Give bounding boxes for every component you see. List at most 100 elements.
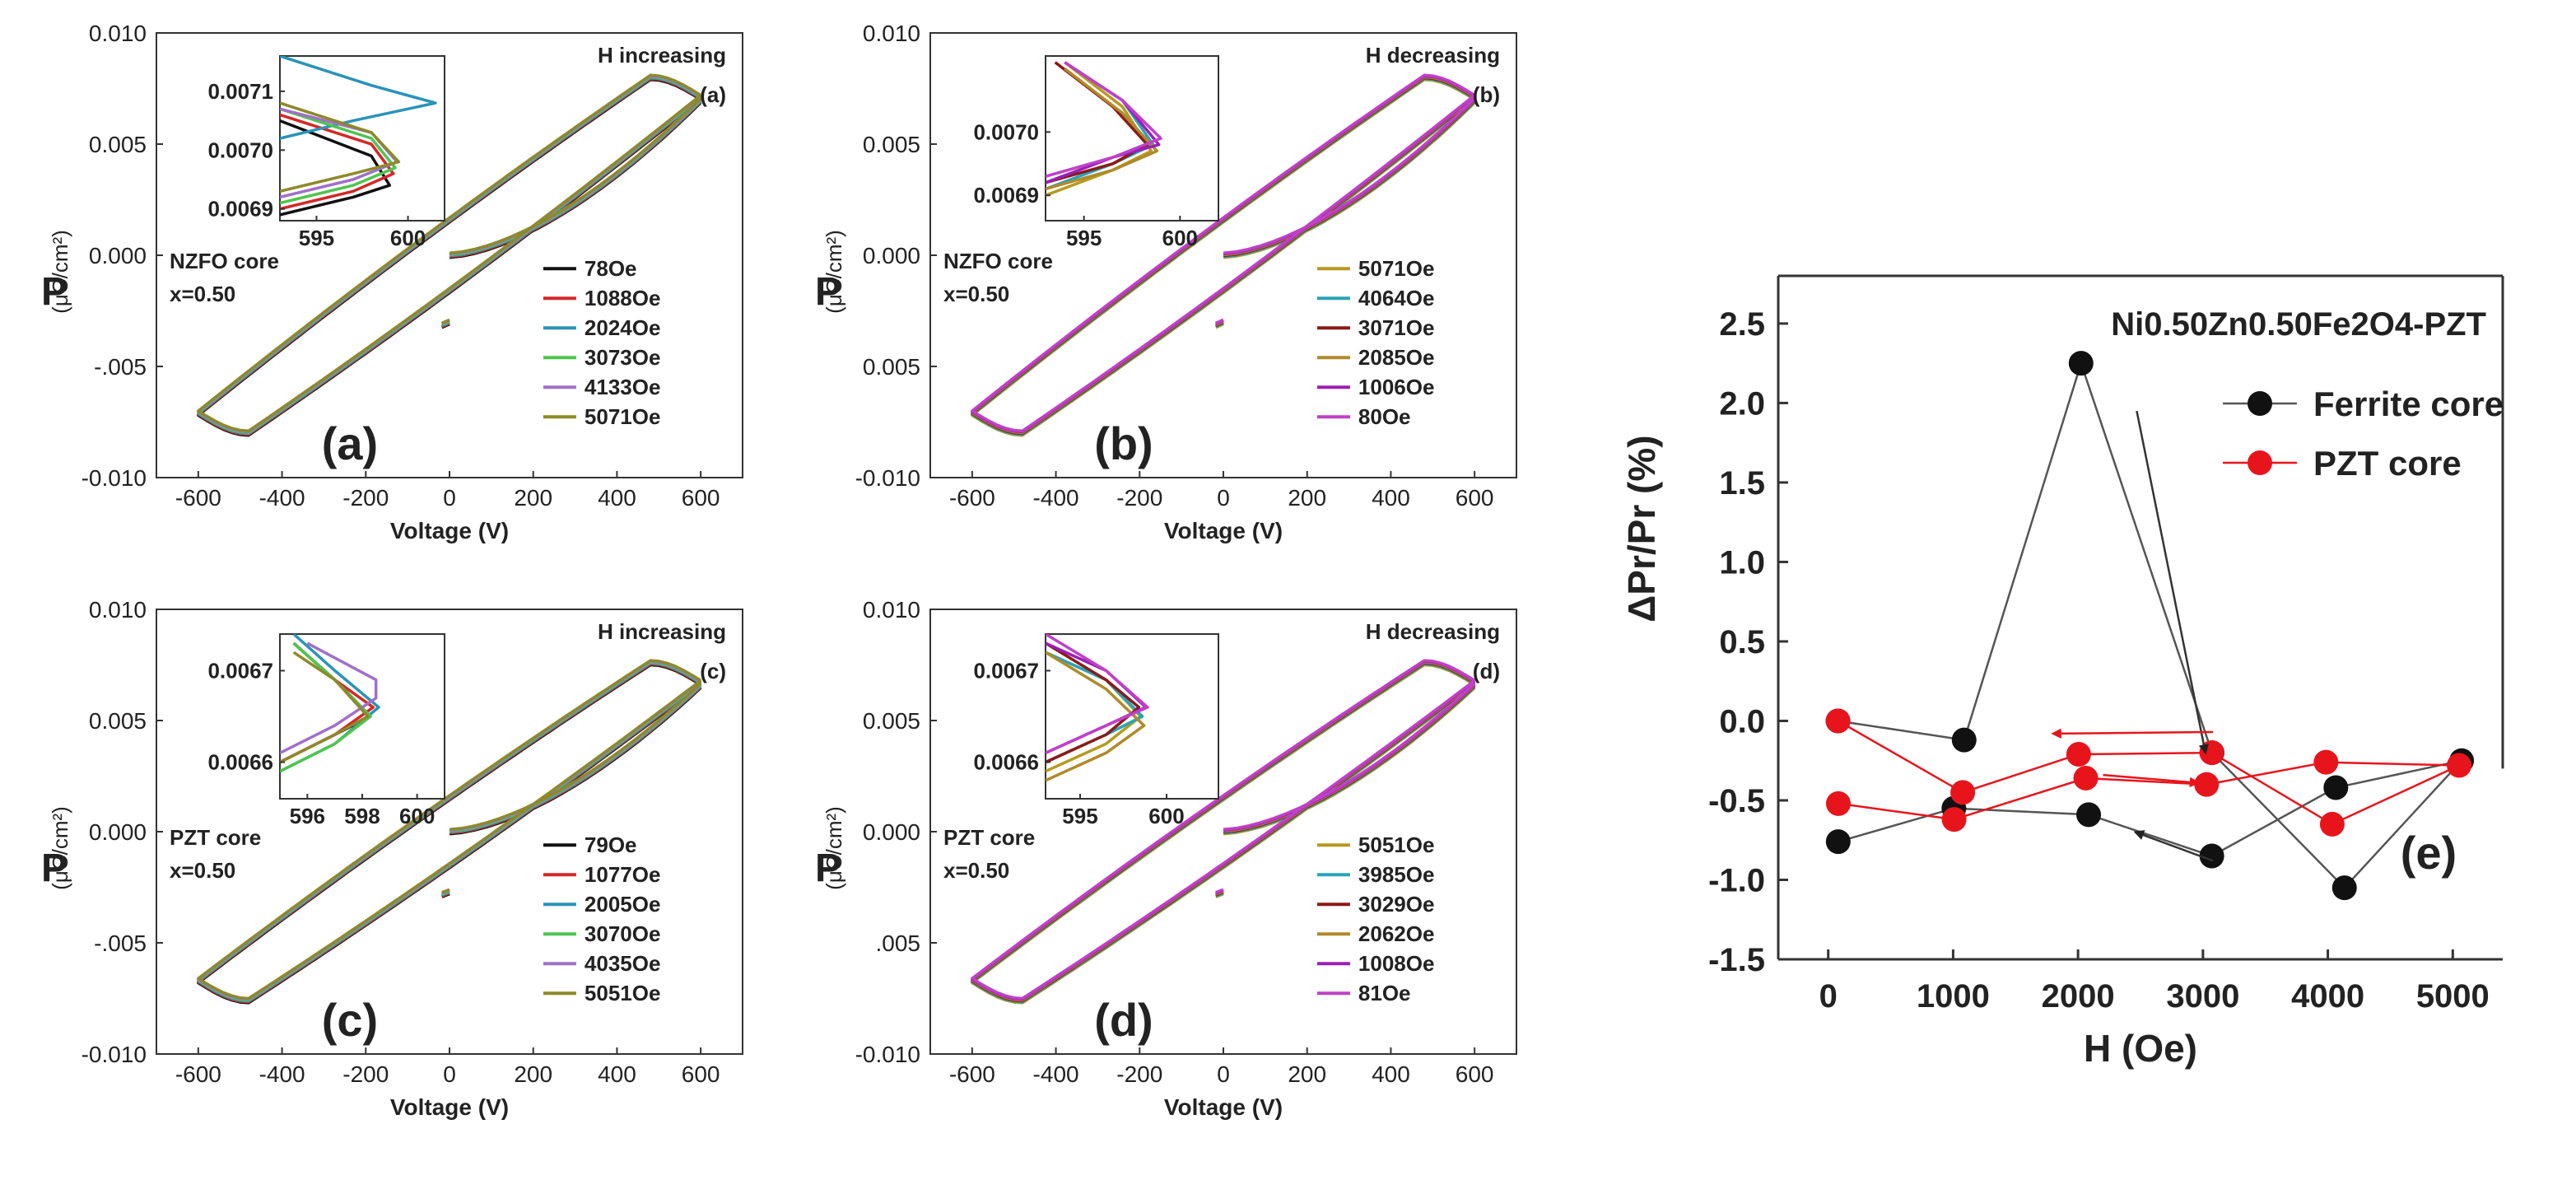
y-tick-label: 0.005 — [863, 708, 920, 734]
data-point-pzt-core — [2073, 765, 2099, 791]
direction-annotation: H increasing — [598, 619, 726, 644]
inset-curve — [280, 101, 401, 194]
x-axis-label: Voltage (V) — [390, 518, 509, 543]
y-tick-label: 0.005 — [863, 132, 920, 157]
data-point-pzt-core — [1950, 780, 1976, 805]
inset-curves — [280, 56, 437, 217]
y-tick-label: -0.010 — [82, 1042, 147, 1067]
inset-x-tick-label: 600 — [390, 226, 426, 250]
inset-curve — [280, 641, 378, 754]
y-tick-label: -.005 — [94, 354, 147, 380]
x-tick-label: 400 — [598, 1061, 636, 1087]
legend-label: 5051Oe — [585, 981, 661, 1005]
panel-a: -600 -400 -200 0 200 400 600 -0.010 -.005 0.000 0.… — [41, 21, 743, 543]
data-point-ferrite-core — [2331, 875, 2357, 901]
x-axis-label: Voltage (V) — [1164, 518, 1283, 543]
core-label: PZT core — [170, 825, 261, 850]
legend-label: 5051Oe — [1358, 833, 1435, 857]
legend-label: 5071Oe — [585, 404, 661, 429]
inset-x-tick-label: 598 — [344, 804, 380, 828]
panel-b: -600 -400 -200 0 200 400 600 -0.010 0.005 0.000 0.… — [815, 21, 1517, 543]
data-point-pzt-core — [2066, 742, 2091, 767]
composition-label: x=0.50 — [943, 282, 1009, 306]
x-tick-label: 0 — [1217, 485, 1230, 511]
inset-curve — [280, 119, 392, 217]
x-tick-label: 0 — [443, 485, 456, 511]
x-tick-label: 600 — [682, 1061, 720, 1087]
legend-label: 1088Oe — [585, 286, 661, 310]
x-tick-label: -200 — [342, 1061, 389, 1087]
data-point-ferrite-core — [2199, 843, 2224, 869]
x-tick-label: -400 — [259, 1061, 305, 1087]
x-tick-label: 400 — [1372, 485, 1410, 511]
inset-x-tick-label: 600 — [399, 804, 435, 828]
x-tick-label: 600 — [1456, 485, 1494, 511]
legend-label: 78Oe — [585, 256, 637, 281]
x-tick-label: 600 — [1456, 1061, 1494, 1087]
x-tick-label: -200 — [342, 485, 389, 511]
y-tick-label: 0.0 — [1719, 703, 1765, 739]
composition-label: x=0.50 — [943, 858, 1009, 883]
y-axis-label: P — [815, 847, 841, 890]
legend-label: 3071Oe — [1358, 315, 1435, 340]
inset-plot: 595 600 0.0069 0.0070 — [973, 55, 1219, 250]
direction-arrow — [2103, 773, 2201, 788]
x-tick-label: 400 — [1372, 1061, 1410, 1087]
inset-x-tick-label: 595 — [1066, 226, 1102, 250]
x-tick-label: 0 — [1819, 978, 1838, 1014]
y-tick-label: -1.5 — [1708, 942, 1765, 978]
legend-label: 3985Oe — [1358, 862, 1435, 887]
data-point-ferrite-core — [2068, 351, 2094, 376]
series-line-80Oe — [971, 73, 1476, 433]
x-axis-label: Voltage (V) — [1164, 1094, 1283, 1120]
panel-d: -600 -400 -200 0 200 400 600 -0.010 .005 0.000 0.0… — [815, 597, 1517, 1120]
inset-curve — [1046, 61, 1162, 178]
data-point-pzt-core — [2194, 772, 2220, 797]
panel-c: -600 -400 -200 0 200 400 600 -0.010 -.005 0.000 0.… — [41, 597, 743, 1120]
inset-y-tick-label: 0.0066 — [207, 750, 273, 775]
x-tick-label: -200 — [1116, 485, 1162, 511]
series-line-81Oe — [971, 659, 1476, 1000]
x-tick-label: 4000 — [2291, 978, 2364, 1014]
panel-e: 0 1000 2000 3000 4000 5000 2.5 2.0 1.5 1.0 0.5 0.0 -… — [1620, 274, 2504, 1070]
y-axis-label: P — [815, 270, 841, 314]
inset-y-tick-label: 0.0069 — [973, 183, 1039, 208]
data-point-pzt-core — [2447, 753, 2472, 778]
legend-label: 5071Oe — [1358, 256, 1435, 281]
data-point-pzt-core — [1941, 807, 1967, 833]
y-tick-label: 0.010 — [863, 597, 920, 623]
legend-label: 4035Oe — [585, 951, 661, 976]
inset-y-tick-label: 0.0070 — [973, 119, 1039, 144]
panel-label: (c) — [322, 994, 378, 1046]
data-point-ferrite-core — [2076, 802, 2102, 828]
inset-curves — [280, 634, 380, 773]
x-tick-label: -600 — [949, 485, 995, 511]
y-tick-label: 2.0 — [1719, 385, 1765, 422]
y-tick-label: 0.5 — [1719, 624, 1765, 660]
legend-label: 2005Oe — [585, 892, 661, 916]
chart-title: Ni0.50Zn0.50Fe2O4-PZT — [2111, 306, 2486, 343]
core-label: NZFO core — [170, 249, 279, 273]
y-tick-label: -0.010 — [82, 465, 147, 491]
inset-curve — [1046, 634, 1149, 754]
direction-arrow — [2136, 410, 2210, 755]
inset-y-tick-label: 0.0069 — [207, 197, 273, 222]
inset-x-tick-label: 600 — [1148, 804, 1184, 828]
y-tick-label: 2.5 — [1719, 306, 1765, 343]
direction-arrow — [2133, 830, 2214, 862]
x-tick-label: -600 — [175, 1061, 221, 1087]
legend-label: PZT core — [2313, 444, 2462, 483]
x-tick-label: 200 — [1288, 1061, 1326, 1087]
corner-panel-label: (c) — [700, 659, 726, 683]
inset-y-tick-label: 0.0066 — [973, 750, 1039, 775]
y-axis-unit: (μC/cm²) — [822, 230, 846, 314]
corner-panel-label: (d) — [1473, 659, 1500, 683]
x-tick-label: 1000 — [1917, 978, 1990, 1014]
y-tick-label: 0.005 — [863, 354, 920, 380]
x-tick-label: 5000 — [2416, 978, 2490, 1014]
y-axis-label: P — [41, 847, 68, 890]
y-tick-label: -0.010 — [855, 1042, 920, 1067]
y-axis-unit: (μC/cm²) — [48, 230, 72, 314]
y-tick-label: 0.000 — [863, 819, 920, 845]
y-axis-label: P — [41, 270, 68, 314]
